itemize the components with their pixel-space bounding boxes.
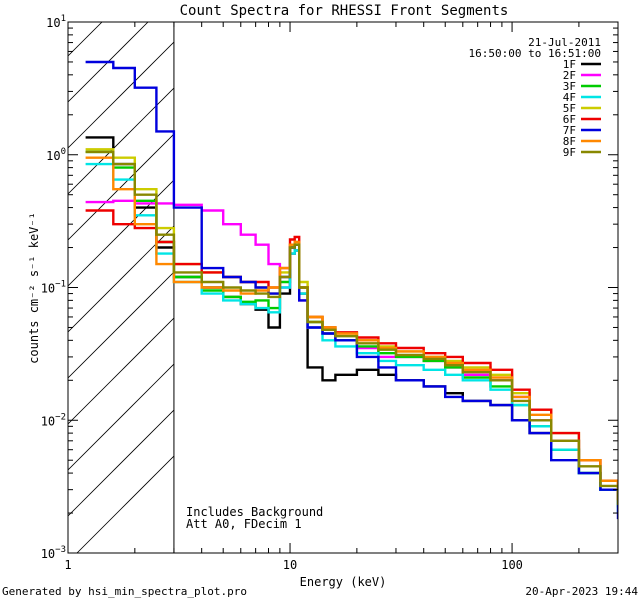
y-tick-label: 10−3 (41, 545, 66, 561)
y-tick-label: 10−1 (41, 280, 66, 296)
hatch-line (68, 179, 175, 287)
note-background: Includes Background (186, 505, 323, 519)
legend-label-7F: 7F (563, 124, 576, 137)
hatch-line (68, 41, 175, 149)
hatch-line (68, 22, 149, 103)
legend-label-3F: 3F (563, 80, 576, 93)
hatch-line (68, 22, 103, 57)
y-tick-label: 100 (46, 147, 66, 163)
series-lines (85, 60, 618, 520)
hatch-line (68, 409, 175, 517)
x-axis-ticks: 1 10 100 (64, 22, 619, 572)
series-4F-line (85, 162, 618, 513)
legend-label-6F: 6F (563, 113, 576, 126)
x-tick-label: 100 (501, 558, 523, 572)
legend-label-8F: 8F (563, 135, 576, 148)
series-2F-line (85, 199, 618, 501)
hatch-line (68, 271, 175, 379)
legend-label-5F: 5F (563, 102, 576, 115)
hatch-line (76, 455, 175, 553)
y-axis-label: counts cm⁻² s⁻¹ keV⁻¹ (27, 212, 41, 364)
hatch-line (68, 363, 175, 471)
hatch-line (68, 317, 175, 425)
series-1F-line (85, 136, 618, 501)
footer-generated-by: Generated by hsi_min_spectra_plot.pro (2, 585, 247, 598)
legend-label-1F: 1F (563, 58, 576, 71)
plot-frame (67, 21, 619, 554)
y-tick-label: 10−2 (41, 412, 66, 428)
series-9F-line (85, 150, 618, 505)
legend-label-4F: 4F (563, 91, 576, 104)
hatch-line (68, 133, 175, 241)
y-axis-ticks: 10−3 10−2 10−1 100 101 (41, 14, 618, 561)
x-tick-label: 1 (64, 558, 71, 572)
series-7F-line (85, 60, 618, 520)
series-8F-line (85, 156, 618, 501)
y-tick-label: 101 (46, 14, 66, 30)
x-tick-label: 10 (283, 558, 297, 572)
hatch-line (68, 0, 174, 10)
series-3F-line (85, 150, 618, 508)
legend-label-2F: 2F (563, 69, 576, 82)
chart-title: Count Spectra for RHESSI Front Segments (180, 3, 509, 19)
excluded-energy-hatch (68, 0, 175, 553)
hatch-line (68, 87, 175, 195)
x-axis-label: Energy (keV) (300, 575, 387, 589)
legend-label-9F: 9F (563, 146, 576, 159)
note-attenuator: Att A0, FDecim 1 (186, 517, 302, 531)
footer-timestamp: 20-Apr-2023 19:44 (525, 585, 638, 598)
date-label: 21-Jul-2011 (528, 36, 601, 49)
time-range-label: 16:50:00 to 16:51:00 (469, 47, 601, 60)
series-5F-line (85, 148, 618, 501)
